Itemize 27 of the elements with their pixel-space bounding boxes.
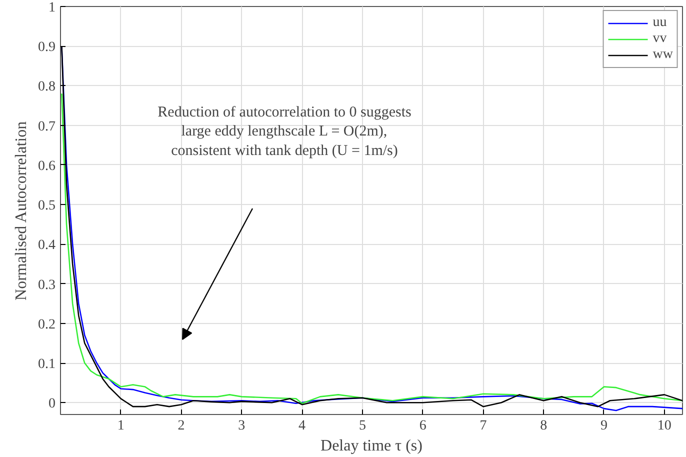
y-tick-label: 0 xyxy=(48,396,56,412)
y-tick-label: 0.4 xyxy=(38,238,56,254)
annotation: Reduction of autocorrelation to 0 suggests large eddy lengthscale L = O(2m), consistent with tank depth (U = 1m/s) xyxy=(158,104,412,159)
legend-label: ww xyxy=(652,47,673,63)
y-tick-label: 0.3 xyxy=(38,278,56,293)
x-tick-label: 10 xyxy=(657,418,672,434)
y-tick-label: 0.8 xyxy=(38,80,56,95)
y-tick-label: 0.5 xyxy=(38,198,56,214)
x-tick-label: 2 xyxy=(178,418,185,434)
y-tick-label: 0.9 xyxy=(38,40,56,56)
y-tick-label: 1 xyxy=(48,0,56,16)
legend-label: uu xyxy=(652,15,668,31)
y-tick-label: 0.7 xyxy=(38,119,56,134)
y-tick-label: 0.1 xyxy=(38,357,56,372)
x-axis-title: Delay time τ (s) xyxy=(320,438,422,454)
x-tick-label: 8 xyxy=(540,418,548,434)
y-tick-label: 0.2 xyxy=(38,317,56,332)
x-tick-label: 9 xyxy=(600,418,608,434)
legend-label: vv xyxy=(652,31,668,47)
y-tick-label: 0.6 xyxy=(38,158,56,174)
x-tick-label: 3 xyxy=(238,418,246,434)
x-tick-label: 4 xyxy=(298,418,306,434)
x-tick-label: 1 xyxy=(117,418,124,434)
y-axis-title: Normalised Autocorrelation xyxy=(13,121,30,300)
x-tick-label: 6 xyxy=(419,418,426,434)
x-tick-label: 5 xyxy=(358,418,366,434)
x-tick-label: 7 xyxy=(480,418,487,434)
